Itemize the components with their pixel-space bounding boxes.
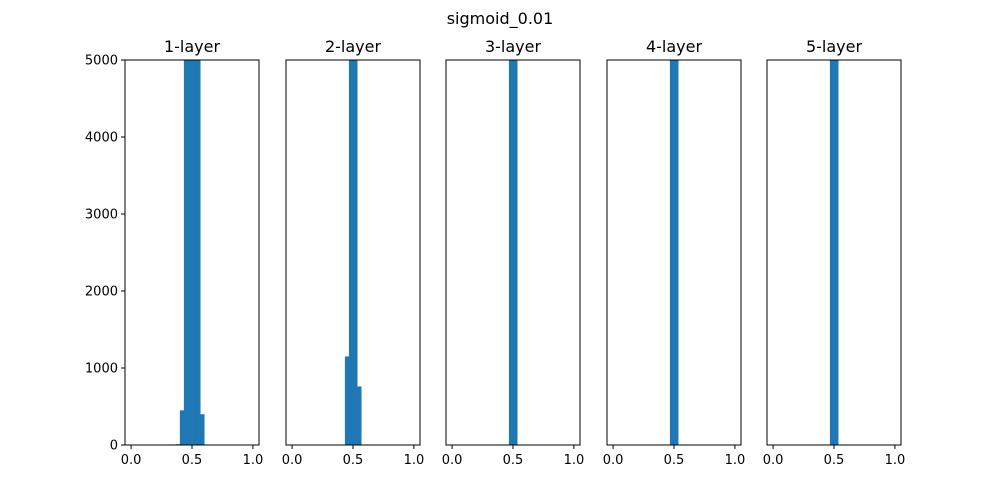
subplot-5: 5-layer 0.0 0.5 1.0 bbox=[763, 37, 906, 468]
histogram-bars bbox=[829, 60, 839, 445]
x-tick-label: 0.5 bbox=[824, 453, 845, 468]
x-tick-label: 0.0 bbox=[442, 453, 463, 468]
subplot-4: 4-layer 0.0 0.5 1.0 bbox=[603, 37, 746, 468]
y-tick-label: 3000 bbox=[85, 208, 118, 223]
x-tick-label: 0.5 bbox=[503, 453, 524, 468]
histogram-bar bbox=[674, 60, 679, 445]
histogram-bar bbox=[508, 60, 514, 445]
histogram-bar bbox=[348, 60, 354, 445]
histogram-bar bbox=[513, 60, 518, 445]
histogram-bar bbox=[183, 60, 189, 445]
subplot-2: 2-layer 0.0 0.5 1.0 bbox=[282, 37, 425, 468]
histogram-bar bbox=[829, 60, 835, 445]
histogram-bars bbox=[344, 60, 362, 445]
histogram-bar bbox=[669, 60, 675, 445]
x-tick-label: 0.5 bbox=[182, 453, 203, 468]
subplot-3: 3-layer 0.0 0.5 1.0 bbox=[442, 37, 585, 468]
x-tick-label: 1.0 bbox=[404, 453, 425, 468]
histogram-bar bbox=[192, 60, 197, 445]
x-tick-label: 0.0 bbox=[282, 453, 303, 468]
subplot-title: 4-layer bbox=[646, 37, 703, 56]
x-tick-label: 0.5 bbox=[343, 453, 364, 468]
x-tick-label: 1.0 bbox=[725, 453, 746, 468]
histogram-bar bbox=[357, 386, 362, 445]
histogram-bar bbox=[187, 60, 193, 445]
y-tick-label: 5000 bbox=[85, 54, 118, 69]
y-tick-label: 2000 bbox=[85, 285, 118, 300]
y-tick-label: 1000 bbox=[85, 362, 118, 377]
y-tick-label: 0 bbox=[110, 439, 118, 454]
histogram-bar bbox=[344, 356, 350, 445]
x-tick-label: 1.0 bbox=[885, 453, 906, 468]
subplot-title: 2-layer bbox=[325, 37, 382, 56]
figure-suptitle: sigmoid_0.01 bbox=[447, 9, 554, 29]
subplot-1: 1-layer 0.0 0.5 1.0 0 1000 2000 3000 4000 5000 bbox=[85, 37, 263, 468]
x-tick-label: 0.0 bbox=[763, 453, 784, 468]
x-tick-label: 1.0 bbox=[243, 453, 264, 468]
subplot-title: 5-layer bbox=[806, 37, 863, 56]
histogram-bar bbox=[353, 60, 358, 445]
histogram-bar bbox=[179, 410, 185, 445]
x-tick-label: 0.0 bbox=[121, 453, 142, 468]
histogram-bars bbox=[508, 60, 518, 445]
x-tick-label: 1.0 bbox=[564, 453, 585, 468]
histogram-bars bbox=[669, 60, 679, 445]
x-tick-label: 0.0 bbox=[603, 453, 624, 468]
subplot-title: 1-layer bbox=[164, 37, 221, 56]
y-tick-label: 4000 bbox=[85, 131, 118, 146]
histogram-bar bbox=[196, 60, 201, 445]
x-tick-label: 0.5 bbox=[664, 453, 685, 468]
subplots: 1-layer 0.0 0.5 1.0 0 1000 2000 3000 4000 5000 2-l… bbox=[85, 37, 905, 468]
subplot-title: 3-layer bbox=[485, 37, 542, 56]
histogram-bar bbox=[834, 60, 839, 445]
histogram-bar bbox=[200, 414, 205, 445]
